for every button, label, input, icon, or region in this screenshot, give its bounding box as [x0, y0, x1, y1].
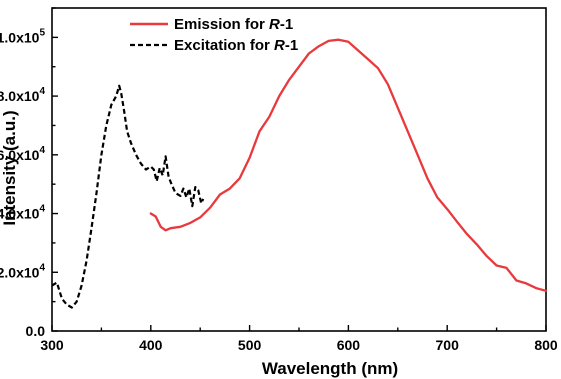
legend-label-part: R: [274, 37, 285, 54]
x-tick-label: 700: [436, 337, 460, 353]
y-axis-title: Intensity (a.u.): [0, 110, 19, 225]
y-tick-exponent: 4: [39, 145, 45, 156]
y-tick-mantissa: 1.0x10: [0, 29, 40, 45]
y-tick-mantissa: 8.0x10: [0, 88, 40, 104]
legend-label: Emission for R-1: [174, 16, 293, 33]
x-axis-ticks: 300 400 500 600 700 800: [40, 325, 558, 353]
y-tick-label: 0.0: [26, 323, 46, 339]
y-tick-exponent: 4: [39, 86, 45, 97]
x-tick-label: 500: [238, 337, 262, 353]
y-tick-exponent: 5: [39, 27, 45, 38]
y-tick-exponent: 4: [39, 262, 45, 273]
series-layer: [51, 38, 548, 309]
plot-border: [51, 7, 547, 332]
plot-frame: [51, 7, 547, 332]
series-line-excitation: [51, 84, 205, 309]
legend-label-part: R: [269, 16, 280, 33]
y-tick-mantissa: 0.0: [26, 323, 46, 339]
y-tick-label: 4.0x104: [0, 204, 45, 222]
y-tick-label: 8.0x104: [0, 86, 45, 104]
x-axis-title: Wavelength (nm): [262, 359, 398, 378]
legend-label: Excitation for R-1: [174, 37, 298, 54]
y-tick-mantissa: 2.0x10: [0, 264, 40, 280]
y-tick-label: 1.0x105: [0, 27, 45, 45]
x-tick-label: 600: [337, 337, 361, 353]
y-tick-label: 2.0x104: [0, 262, 45, 280]
series-line-emission: [149, 38, 548, 292]
y-tick-mantissa: 6.0x10: [0, 147, 40, 163]
y-tick-label: 6.0x104: [0, 145, 45, 163]
legend-label-part: Emission for: [174, 16, 269, 33]
y-tick-mantissa: 4.0x10: [0, 206, 40, 222]
legend-label-part: -1: [285, 37, 298, 54]
y-tick-exponent: 4: [39, 204, 45, 215]
legend-label-part: Excitation for: [174, 37, 274, 54]
x-tick-label: 800: [534, 337, 558, 353]
x-tick-label: 400: [139, 337, 163, 353]
legend-label-part: -1: [280, 16, 293, 33]
x-tick-label: 300: [40, 337, 64, 353]
